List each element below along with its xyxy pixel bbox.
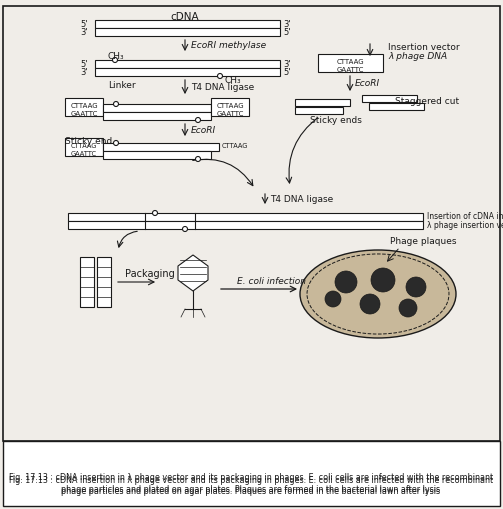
Text: GAATTC: GAATTC	[71, 151, 97, 157]
Bar	[103, 112, 211, 120]
Circle shape	[196, 156, 201, 161]
Text: CH₃: CH₃	[108, 51, 125, 61]
Bar	[295, 99, 350, 106]
Text: Insertion vector: Insertion vector	[388, 42, 460, 51]
Text: CTTAAG: CTTAAG	[71, 143, 97, 149]
Ellipse shape	[300, 250, 456, 338]
Bar	[65, 98, 103, 116]
Text: λ phage insertion vector: λ phage insertion vector	[427, 220, 503, 230]
Text: E. coli infection: E. coli infection	[237, 276, 306, 286]
Text: EcoRI: EcoRI	[191, 126, 216, 134]
Text: 5': 5'	[283, 27, 291, 37]
Text: GAATTC: GAATTC	[337, 67, 364, 73]
Text: λ phage DNA: λ phage DNA	[388, 51, 447, 61]
Bar	[95, 68, 280, 76]
Text: Staggered cut: Staggered cut	[395, 97, 459, 105]
Text: Fig. 17.13 : cDNA insertion in λ phage vector and its packaging in phages. E. co: Fig. 17.13 : cDNA insertion in λ phage v…	[9, 472, 493, 482]
Text: Linker: Linker	[108, 80, 136, 90]
Text: Insertion of cDNA in a: Insertion of cDNA in a	[427, 212, 503, 220]
Text: 3': 3'	[283, 19, 291, 29]
Circle shape	[360, 294, 380, 314]
Polygon shape	[178, 255, 208, 291]
Text: T4 DNA ligase: T4 DNA ligase	[270, 194, 333, 204]
Text: phage particles and plated on agar plates. Plaques are formed in the bacterial l: phage particles and plated on agar plate…	[61, 485, 441, 494]
Circle shape	[217, 73, 222, 78]
Text: 3': 3'	[80, 27, 88, 37]
Bar	[211, 98, 249, 116]
Text: 5': 5'	[283, 68, 291, 76]
Text: EcoRI: EcoRI	[355, 79, 380, 88]
Text: 5': 5'	[80, 60, 88, 69]
Bar	[80, 257, 94, 307]
Text: CH₃: CH₃	[225, 75, 241, 84]
Circle shape	[196, 118, 201, 123]
Text: GAATTC: GAATTC	[216, 111, 243, 117]
Bar	[95, 20, 280, 28]
Text: 5': 5'	[80, 19, 88, 29]
Text: T4 DNA ligase: T4 DNA ligase	[191, 82, 254, 92]
Text: Packaging: Packaging	[125, 269, 175, 279]
Bar	[95, 60, 280, 68]
Circle shape	[399, 299, 417, 317]
Circle shape	[113, 58, 118, 63]
Text: Fig. 17.13 : cDNA insertion in λ phage vector and its packaging in phages. E. co: Fig. 17.13 : cDNA insertion in λ phage v…	[9, 476, 493, 496]
Circle shape	[371, 268, 395, 292]
Text: 3': 3'	[80, 68, 88, 76]
Circle shape	[325, 291, 341, 307]
Text: Phage plaques: Phage plaques	[390, 237, 457, 245]
Text: GAATTC: GAATTC	[70, 111, 98, 117]
Text: cDNA: cDNA	[171, 12, 199, 22]
Bar	[318, 54, 383, 72]
Bar	[97, 257, 111, 307]
Bar	[103, 151, 211, 159]
Bar	[68, 213, 423, 221]
Text: Sticky end: Sticky end	[65, 136, 112, 146]
Bar	[362, 95, 417, 102]
Bar	[103, 104, 211, 112]
Text: CTTAAG: CTTAAG	[70, 103, 98, 109]
Bar	[369, 103, 424, 110]
Circle shape	[183, 227, 188, 232]
Text: Sticky ends: Sticky ends	[310, 116, 362, 125]
Bar	[3, 441, 500, 506]
Circle shape	[152, 211, 157, 215]
Bar	[95, 28, 280, 36]
Text: EcoRI methylase: EcoRI methylase	[191, 41, 266, 50]
Circle shape	[335, 271, 357, 293]
Circle shape	[406, 277, 426, 297]
Bar	[65, 138, 103, 156]
Text: CTTAAG: CTTAAG	[216, 103, 244, 109]
Bar	[103, 143, 219, 151]
Circle shape	[114, 140, 119, 146]
Bar	[3, 6, 500, 441]
Circle shape	[114, 101, 119, 106]
Bar	[295, 107, 343, 114]
Bar	[68, 221, 423, 229]
Text: CTTAAG: CTTAAG	[222, 143, 248, 149]
Text: 3': 3'	[283, 60, 291, 69]
Text: CTTAAG: CTTAAG	[336, 59, 364, 65]
Ellipse shape	[307, 254, 449, 334]
